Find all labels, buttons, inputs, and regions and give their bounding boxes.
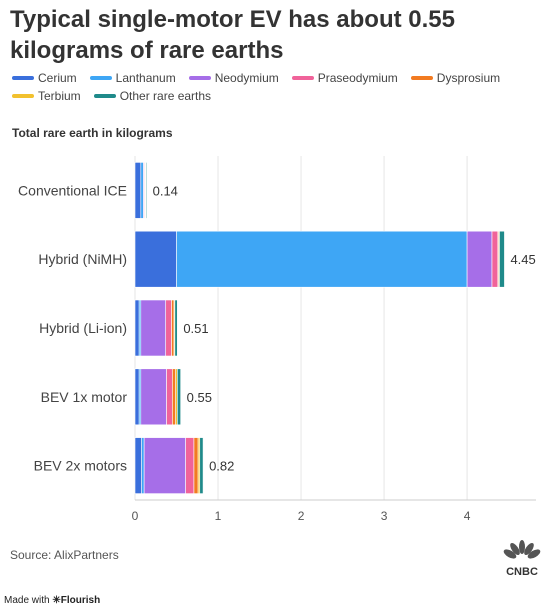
bar-segment <box>174 299 178 357</box>
legend-label: Lanthanum <box>115 71 176 85</box>
chart-title: Typical single-motor EV has about 0.55 k… <box>10 6 455 64</box>
legend-swatch <box>12 94 34 98</box>
legend-item[interactable]: Terbium <box>12 88 81 104</box>
bar-segment <box>491 230 499 288</box>
bar-segment <box>145 162 147 219</box>
flourish-brand: ✳Flourish <box>52 595 101 606</box>
legend-label: Praseodymium <box>317 71 398 85</box>
legend-label: Cerium <box>38 71 77 85</box>
bar-segment <box>177 368 181 426</box>
legend-swatch <box>291 76 314 80</box>
x-tick-label: 2 <box>298 509 305 523</box>
bar-segment <box>166 368 173 426</box>
made-with-flourish: Made with ✳Flourish <box>4 595 100 606</box>
cnbc-logo-icon: CNBC <box>503 540 541 578</box>
bar-segment <box>134 162 142 219</box>
legend-item[interactable]: Dysprosium <box>410 70 501 86</box>
category-label: BEV 2x motors <box>34 458 127 474</box>
bar-segment <box>172 368 176 426</box>
bar-segment <box>165 299 172 357</box>
total-label: 0.82 <box>209 459 234 474</box>
legend-item[interactable]: Praseodymium <box>291 70 398 86</box>
bar-segment <box>141 437 145 494</box>
bar-segment <box>171 299 175 357</box>
bar-segment <box>140 368 167 426</box>
legend-label: Other rare earths <box>119 89 212 103</box>
bar-segment <box>140 299 167 357</box>
legend: Cerium Lanthanum Neodymium Praseodymium Dysp… <box>12 70 532 104</box>
legend-swatch <box>188 76 211 80</box>
category-label: BEV 1x motor <box>41 389 128 405</box>
bar-segment <box>193 437 199 494</box>
legend-swatch <box>12 76 34 80</box>
bar-segment <box>134 230 177 288</box>
legend-item[interactable]: Neodymium <box>188 70 279 86</box>
legend-item[interactable]: Lanthanum <box>89 70 176 86</box>
legend-item[interactable]: Other rare earths <box>93 88 212 104</box>
total-label: 0.14 <box>153 183 178 198</box>
legend-label: Neodymium <box>214 71 279 85</box>
x-tick-label: 4 <box>464 509 471 523</box>
bar-segment <box>499 230 505 288</box>
legend-label: Terbium <box>38 89 81 103</box>
x-tick-label: 1 <box>215 509 222 523</box>
x-tick-label: 3 <box>381 509 388 523</box>
bar-segment <box>199 437 204 494</box>
bar-segment <box>176 230 468 288</box>
legend-item[interactable]: Cerium <box>12 70 77 86</box>
chart-subtitle: Total rare earth in kilograms <box>12 126 173 140</box>
x-tick-label: 0 <box>132 509 139 523</box>
legend-swatch <box>89 76 112 80</box>
category-label: Hybrid (Li-ion) <box>39 320 127 336</box>
bar-chart: 0 1 2 3 4 Conventional ICE 0.14 Hybrid (NiMH) 4.… <box>18 156 536 523</box>
legend-swatch <box>410 76 433 80</box>
bar-segment <box>134 437 142 494</box>
bar-segment <box>466 230 493 288</box>
bar-segment <box>140 162 144 219</box>
made-with-label: Made with <box>4 595 50 606</box>
bar-segment <box>134 299 140 357</box>
legend-swatch <box>93 94 116 98</box>
bar-segment <box>185 437 195 494</box>
cnbc-logo-text: CNBC <box>506 566 538 578</box>
source-note: Source: AlixPartners <box>10 548 119 562</box>
category-label: Conventional ICE <box>18 182 127 198</box>
bar-segment <box>143 437 186 494</box>
total-label: 0.55 <box>187 390 212 405</box>
legend-label: Dysprosium <box>436 71 501 85</box>
total-label: 4.45 <box>510 252 535 267</box>
total-label: 0.51 <box>183 321 208 336</box>
category-label: Hybrid (NiMH) <box>38 251 127 267</box>
bar-segment <box>134 368 140 426</box>
